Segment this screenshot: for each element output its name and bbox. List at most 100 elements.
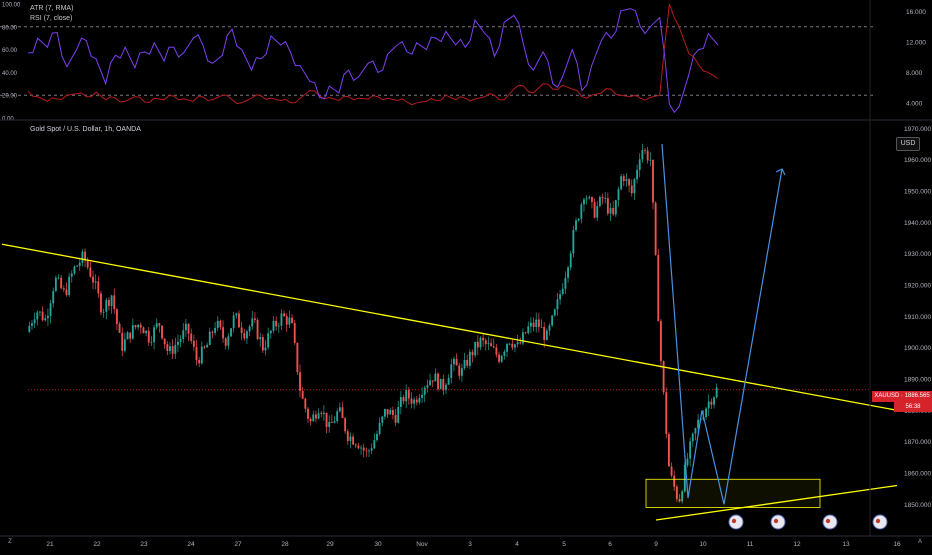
candle-body (131, 325, 134, 339)
candle-body (86, 260, 89, 268)
candle-body (551, 315, 554, 326)
time-axis-label: 21 (46, 541, 54, 548)
candle-body (62, 288, 65, 290)
currency-button[interactable]: USD (896, 137, 920, 151)
candle-body (344, 418, 347, 432)
candle-body (617, 189, 620, 201)
candle-body (208, 331, 211, 345)
event-flag-icon (773, 518, 779, 524)
time-axis-label: 4 (515, 541, 519, 548)
candle-body (535, 319, 538, 327)
candle-body (434, 373, 437, 382)
candle-body (455, 358, 458, 366)
candle-body (413, 399, 416, 404)
price-axis-label: 1960.000 (904, 157, 931, 164)
candle-body (564, 277, 567, 289)
rsi-legend[interactable]: RSI (7, close) (30, 15, 73, 22)
time-axis-label: 28 (281, 541, 289, 548)
candle-body (134, 325, 137, 328)
candle-body (556, 299, 559, 310)
candle-body (174, 344, 177, 354)
candle-body (567, 267, 569, 278)
candle-body (357, 445, 360, 449)
candle-body (137, 324, 140, 328)
candle-body (336, 411, 339, 422)
candle-body (158, 323, 161, 326)
candle-body (269, 330, 272, 334)
candle-body (346, 431, 349, 441)
candle-body (317, 413, 320, 419)
candle-body (606, 198, 609, 214)
candle-body (384, 409, 386, 417)
candle-body (548, 325, 551, 331)
candle-body (601, 196, 604, 199)
last-price-tag: XAUUSD · 1886.565 (872, 391, 932, 402)
candle-body (463, 359, 466, 369)
candle-body (429, 380, 431, 386)
candle-body (52, 290, 55, 304)
candle-body (625, 179, 628, 182)
candle-body (198, 359, 201, 364)
price-axis-label: 1860.000 (904, 470, 931, 477)
time-axis-label: 24 (187, 541, 195, 548)
candle-body (333, 421, 336, 423)
atr-axis-label: 16.000 (906, 9, 926, 16)
candle-body (713, 397, 715, 405)
candle-body (678, 498, 681, 502)
candle-body (516, 342, 519, 345)
time-axis-label: 5 (562, 541, 566, 548)
candle-body (272, 320, 275, 331)
auto-scale-button[interactable]: A (917, 539, 922, 545)
candle-body (354, 444, 357, 446)
candle-body (192, 340, 195, 347)
candle-body (44, 318, 47, 321)
candle-body (675, 486, 678, 499)
candle-body (583, 199, 585, 205)
zoom-button[interactable]: Z (8, 539, 12, 545)
candle-body (649, 159, 652, 161)
candle-body (36, 312, 39, 320)
candle-body (179, 338, 182, 342)
candle-body (121, 332, 124, 351)
candle-body (490, 343, 493, 347)
candle-body (660, 321, 662, 362)
candle-body (41, 311, 44, 321)
price-axis-label: 1970.000 (904, 126, 931, 133)
candle-body (84, 251, 86, 261)
candle-body (683, 465, 686, 492)
price-axis-label: 1950.000 (904, 188, 931, 195)
candle-body (142, 327, 145, 334)
candle-body (492, 346, 495, 348)
candle-body (338, 407, 341, 412)
candle-body (126, 332, 129, 340)
symbol-legend[interactable]: Gold Spot / U.S. Dollar, 1h, OANDA (30, 126, 141, 133)
candle-body (206, 344, 209, 348)
candle-body (161, 325, 163, 339)
candle-body (166, 344, 169, 352)
candle-body (577, 218, 580, 221)
candle-body (115, 309, 118, 324)
candle-body (545, 330, 548, 341)
candle-body (715, 387, 718, 398)
candle-body (458, 365, 461, 376)
candle-body (487, 343, 490, 345)
atr-legend[interactable]: ATR (7, RMA) (30, 5, 74, 12)
candle-body (349, 436, 352, 441)
candle-body (495, 347, 498, 355)
projection-path (661, 143, 783, 505)
candle-body (522, 332, 524, 344)
candle-body (402, 397, 405, 402)
candle-body (275, 320, 278, 327)
candle-body (89, 267, 92, 277)
candle-body (622, 176, 625, 182)
rsi-axis-label: 40.00 (2, 71, 18, 77)
candle-body (150, 342, 153, 343)
time-axis-label: 9 (654, 541, 658, 548)
price-axis-label: 1920.000 (904, 282, 931, 289)
price-axis-label: 1900.000 (904, 345, 931, 352)
price-axis-label: 1930.000 (904, 251, 931, 258)
rsi-axis-label: 60.00 (2, 48, 18, 54)
candle-body (145, 330, 148, 334)
economic-event-icon (770, 514, 786, 530)
